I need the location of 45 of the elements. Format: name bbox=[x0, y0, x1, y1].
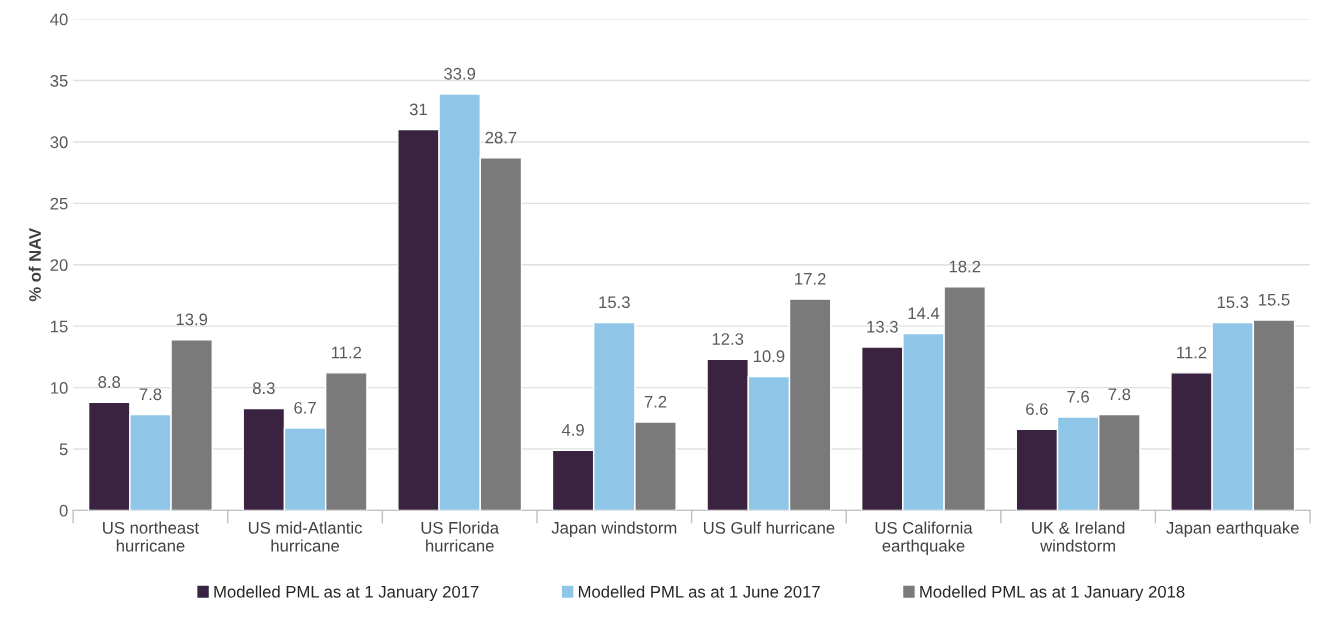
data-label: 15.5 bbox=[1259, 294, 1290, 306]
data-label: 11.2 bbox=[331, 346, 362, 359]
y-tick-label: 40 bbox=[50, 13, 68, 26]
y-tick-label: 5 bbox=[59, 443, 68, 456]
data-label: 4.9 bbox=[561, 424, 584, 436]
legend-label: Modelled PML as at 1 January 2018 bbox=[920, 585, 1185, 602]
x-tick-label: US Florida hurricane bbox=[421, 521, 500, 552]
data-label: 7.8 bbox=[139, 388, 162, 401]
data-label: 6.6 bbox=[1026, 403, 1048, 415]
data-label: 18.2 bbox=[949, 260, 981, 273]
data-label: 15.3 bbox=[599, 296, 630, 309]
data-label: 8.8 bbox=[98, 376, 121, 388]
data-label: 11.2 bbox=[1177, 346, 1207, 359]
y-tick-label: 15 bbox=[51, 320, 68, 333]
data-label: 10.9 bbox=[753, 350, 785, 363]
data-label: 13.9 bbox=[176, 313, 208, 326]
x-tick-label: US mid-Atlantic hurricane bbox=[248, 521, 363, 552]
y-tick-label: 20 bbox=[50, 259, 68, 271]
y-tick-label: 30 bbox=[50, 136, 68, 149]
data-label: 6.7 bbox=[294, 401, 316, 414]
data-label: 8.3 bbox=[252, 382, 275, 395]
data-label: 28.7 bbox=[485, 131, 517, 144]
y-tick-label: 25 bbox=[50, 197, 68, 210]
y-tick-label: 35 bbox=[50, 74, 68, 87]
y-tick-label: 0 bbox=[59, 504, 68, 517]
data-label: 17.2 bbox=[795, 272, 826, 285]
data-label: 14.4 bbox=[908, 307, 940, 319]
x-tick-label: Japan earthquake bbox=[1166, 521, 1299, 538]
x-tick-label: US California earthquake bbox=[875, 521, 973, 555]
data-label: 15.3 bbox=[1217, 296, 1249, 309]
legend-label: Modelled PML as at 1 January 2017 bbox=[214, 585, 479, 602]
data-label: 33.9 bbox=[444, 67, 476, 80]
data-label: 31 bbox=[409, 103, 427, 116]
legend-label: Modelled PML as at 1 June 2017 bbox=[578, 585, 820, 598]
data-label: 7.6 bbox=[1067, 390, 1089, 403]
x-tick-label: US northeast hurricane bbox=[103, 521, 199, 552]
x-tick-label: UK & Ireland windstorm bbox=[1032, 521, 1125, 552]
data-label: 12.3 bbox=[712, 333, 744, 345]
x-tick-label: US Gulf hurricane bbox=[703, 521, 835, 534]
x-tick-label: Japan windstorm bbox=[551, 521, 677, 538]
y-tick-label: 10 bbox=[51, 381, 68, 394]
data-label: 13.3 bbox=[867, 320, 898, 333]
data-label: 7.2 bbox=[644, 395, 667, 408]
data-label: 7.8 bbox=[1108, 388, 1131, 401]
y-axis-title: % of NAV bbox=[28, 228, 41, 302]
